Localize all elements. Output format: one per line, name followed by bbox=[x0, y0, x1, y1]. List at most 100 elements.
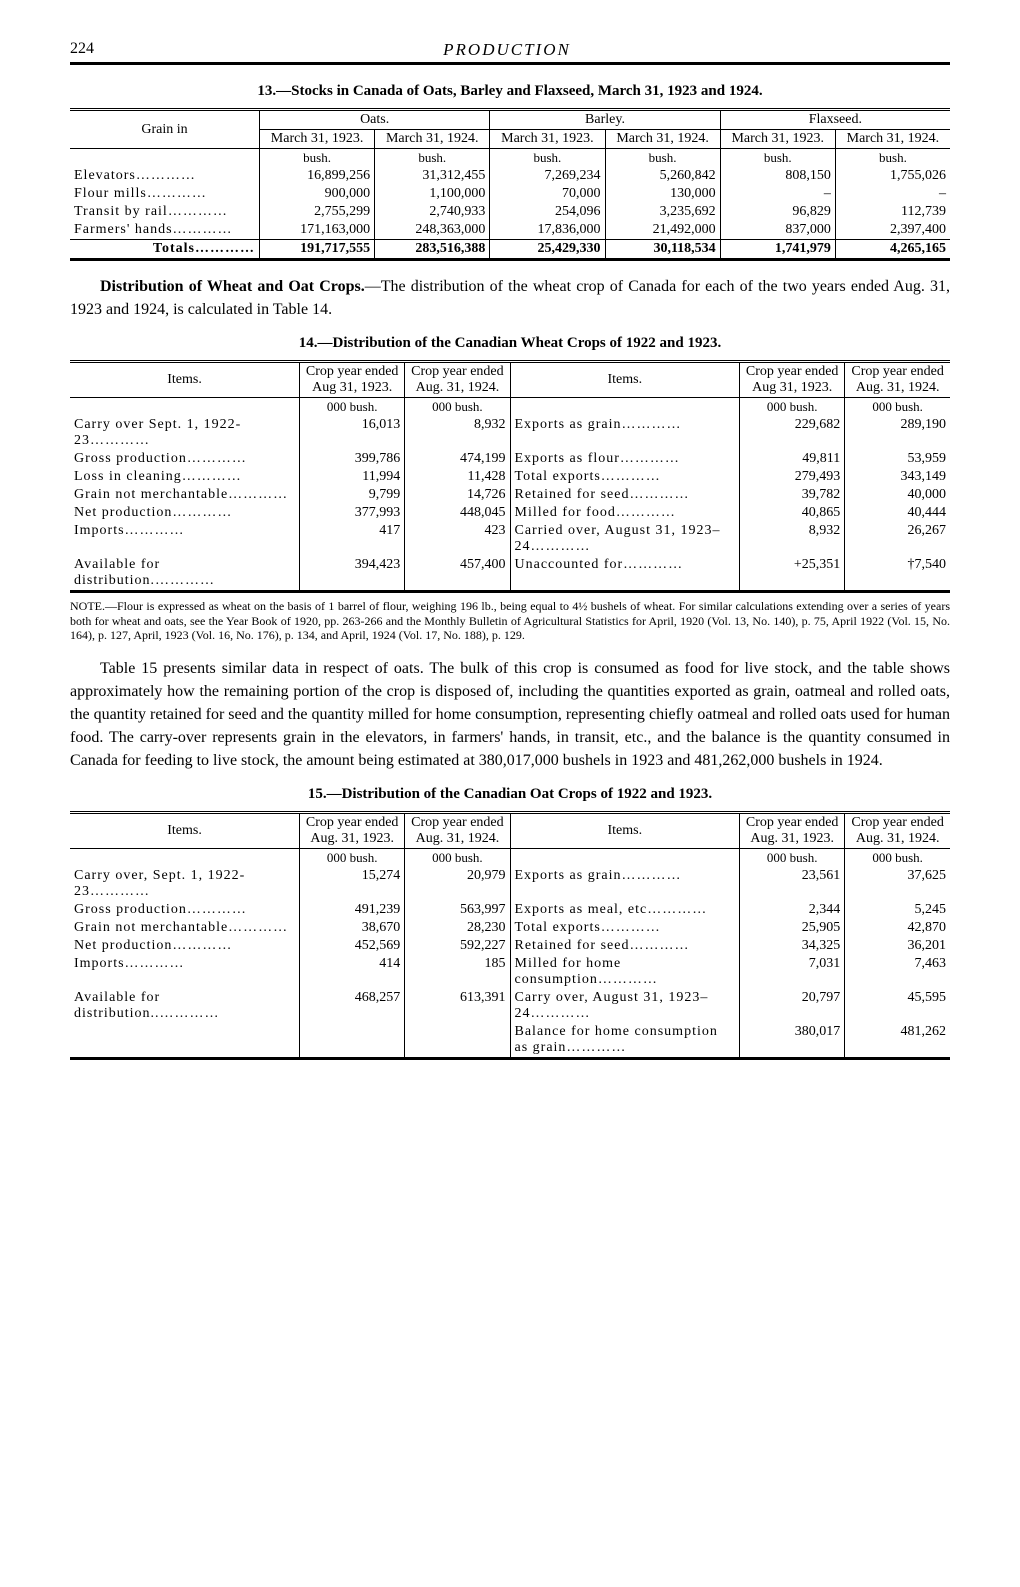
row-label: Exports as meal, etc………… bbox=[510, 901, 740, 919]
cell: 1,755,026 bbox=[835, 167, 950, 185]
row-label: Milled for food………… bbox=[510, 504, 740, 522]
cell: – bbox=[720, 185, 835, 203]
table-row: Transit by rail…………2,755,2992,740,933254… bbox=[70, 203, 950, 221]
cell: 468,257 bbox=[300, 989, 405, 1023]
cell: 3,235,692 bbox=[605, 203, 720, 221]
cell: 25,429,330 bbox=[490, 240, 605, 260]
row-label: Balance for home consumption as grain………… bbox=[510, 1023, 740, 1059]
cell: 289,190 bbox=[845, 416, 950, 450]
cell: 900,000 bbox=[259, 185, 374, 203]
row-label: Gross production………… bbox=[70, 901, 300, 919]
table15: Items. Crop year ended Aug. 31, 1923. Cr… bbox=[70, 811, 950, 1060]
cell: 21,492,000 bbox=[605, 221, 720, 240]
t13-col: March 31, 1924. bbox=[835, 130, 950, 149]
cell: 2,397,400 bbox=[835, 221, 950, 240]
t13-col: March 31, 1923. bbox=[490, 130, 605, 149]
page-number: 224 bbox=[70, 40, 94, 60]
t14-c4: Crop year ended Aug. 31, 1924. bbox=[845, 362, 950, 398]
cell: 14,726 bbox=[405, 486, 510, 504]
cell: 491,239 bbox=[300, 901, 405, 919]
totals-row: Totals…………191,717,555283,516,38825,429,3… bbox=[70, 240, 950, 260]
table-row: Carry over, Sept. 1, 1922-23…………15,27420… bbox=[70, 867, 950, 901]
para-wheat-oat: Distribution of Wheat and Oat Crops.—The… bbox=[70, 275, 950, 321]
cell: 15,274 bbox=[300, 867, 405, 901]
t14-items2: Items. bbox=[510, 362, 740, 398]
t13-col: March 31, 1923. bbox=[720, 130, 835, 149]
cell: 1,741,979 bbox=[720, 240, 835, 260]
row-label: Exports as grain………… bbox=[510, 867, 740, 901]
row-label: Net production………… bbox=[70, 504, 300, 522]
table-row: Balance for home consumption as grain………… bbox=[70, 1023, 950, 1059]
cell: 40,444 bbox=[845, 504, 950, 522]
row-label: Available for distribution.………… bbox=[70, 556, 300, 592]
unit-cell: bush. bbox=[720, 149, 835, 168]
table-row: Farmers' hands…………171,163,000248,363,000… bbox=[70, 221, 950, 240]
table-row: Flour mills…………900,0001,100,00070,000130… bbox=[70, 185, 950, 203]
cell: 279,493 bbox=[740, 468, 845, 486]
cell: 452,569 bbox=[300, 937, 405, 955]
cell: 11,994 bbox=[300, 468, 405, 486]
row-label: Carried over, August 31, 1923–24………… bbox=[510, 522, 740, 556]
cell: 474,199 bbox=[405, 450, 510, 468]
cell: 34,325 bbox=[740, 937, 845, 955]
table14: Items. Crop year ended Aug 31, 1923. Cro… bbox=[70, 360, 950, 593]
cell: 229,682 bbox=[740, 416, 845, 450]
row-label: Imports………… bbox=[70, 522, 300, 556]
cell: 20,979 bbox=[405, 867, 510, 901]
table-row: Elevators…………16,899,25631,312,4557,269,2… bbox=[70, 167, 950, 185]
table-row: Net production…………377,993448,045Milled f… bbox=[70, 504, 950, 522]
cell: 38,670 bbox=[300, 919, 405, 937]
unit-cell: bush. bbox=[375, 149, 490, 168]
cell: 26,267 bbox=[845, 522, 950, 556]
cell: 837,000 bbox=[720, 221, 835, 240]
table-row: Gross production…………491,239563,997Export… bbox=[70, 901, 950, 919]
cell: 423 bbox=[405, 522, 510, 556]
row-label: Grain not merchantable………… bbox=[70, 486, 300, 504]
cell: – bbox=[835, 185, 950, 203]
cell: 70,000 bbox=[490, 185, 605, 203]
cell: 30,118,534 bbox=[605, 240, 720, 260]
table14-note: NOTE.—Flour is expressed as wheat on the… bbox=[70, 599, 950, 642]
cell: 4,265,165 bbox=[835, 240, 950, 260]
cell: 808,150 bbox=[720, 167, 835, 185]
row-label: Flour mills………… bbox=[70, 185, 259, 203]
cell: 563,997 bbox=[405, 901, 510, 919]
cell: 28,230 bbox=[405, 919, 510, 937]
row-label: Total exports………… bbox=[510, 468, 740, 486]
table-row: Grain not merchantable…………38,67028,230To… bbox=[70, 919, 950, 937]
cell: 7,269,234 bbox=[490, 167, 605, 185]
table13-title: 13.—Stocks in Canada of Oats, Barley and… bbox=[70, 83, 950, 100]
cell: 40,865 bbox=[740, 504, 845, 522]
cell: 11,428 bbox=[405, 468, 510, 486]
cell: 191,717,555 bbox=[259, 240, 374, 260]
table-row: Imports…………414185Milled for home consump… bbox=[70, 955, 950, 989]
cell: 2,740,933 bbox=[375, 203, 490, 221]
t13-group-barley: Barley. bbox=[490, 110, 720, 130]
para-lead: Distribution of Wheat and Oat Crops. bbox=[100, 278, 365, 295]
cell: 254,096 bbox=[490, 203, 605, 221]
row-label: Elevators………… bbox=[70, 167, 259, 185]
cell: †7,540 bbox=[845, 556, 950, 592]
cell: 481,262 bbox=[845, 1023, 950, 1059]
cell: 248,363,000 bbox=[375, 221, 490, 240]
cell: 7,463 bbox=[845, 955, 950, 989]
totals-label: Totals………… bbox=[70, 240, 259, 260]
table-row: Imports…………417423Carried over, August 31… bbox=[70, 522, 950, 556]
cell: 96,829 bbox=[720, 203, 835, 221]
cell: +25,351 bbox=[740, 556, 845, 592]
row-label: Gross production………… bbox=[70, 450, 300, 468]
cell: 448,045 bbox=[405, 504, 510, 522]
cell: 2,755,299 bbox=[259, 203, 374, 221]
row-label: Carry over Sept. 1, 1922-23………… bbox=[70, 416, 300, 450]
t13-group-flax: Flaxseed. bbox=[720, 110, 950, 130]
cell: 417 bbox=[300, 522, 405, 556]
row-label: Unaccounted for………… bbox=[510, 556, 740, 592]
table14-title: 14.—Distribution of the Canadian Wheat C… bbox=[70, 335, 950, 352]
page-header: 224 PRODUCTION bbox=[70, 40, 950, 65]
cell: 394,423 bbox=[300, 556, 405, 592]
cell: 37,625 bbox=[845, 867, 950, 901]
cell: 36,201 bbox=[845, 937, 950, 955]
row-label: Exports as flour………… bbox=[510, 450, 740, 468]
table-row: Gross production…………399,786474,199Export… bbox=[70, 450, 950, 468]
cell: 380,017 bbox=[740, 1023, 845, 1059]
